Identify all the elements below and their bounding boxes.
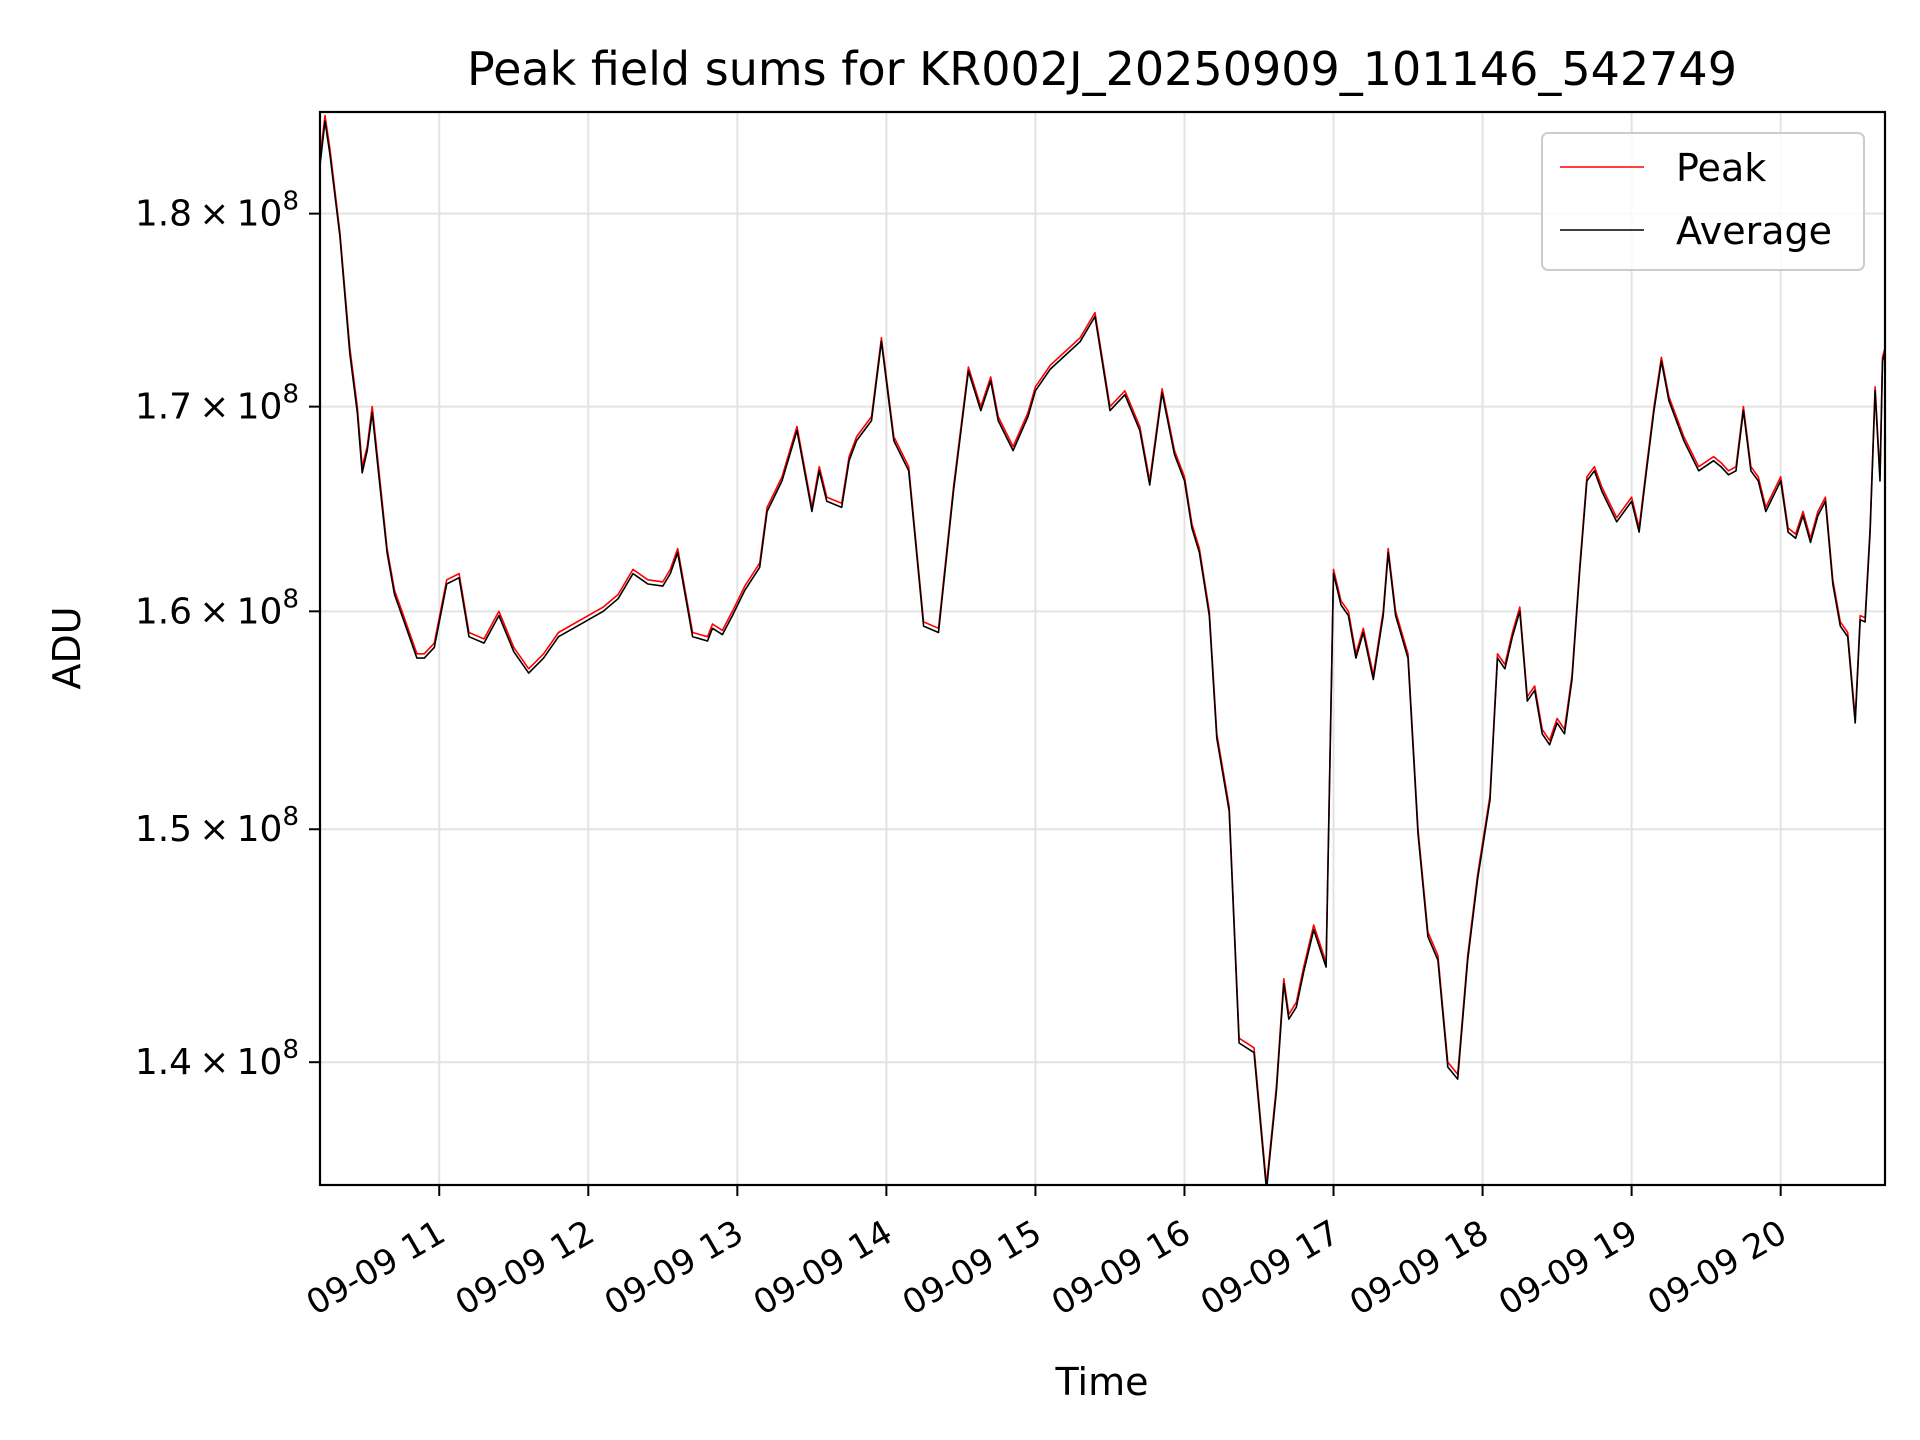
y-tick-label-mantissa: 1.4 <box>135 1042 192 1083</box>
y-tick-label-base: 10 <box>237 809 283 850</box>
series-layer <box>320 114 1885 1185</box>
y-tick-label-mantissa: 1.5 <box>135 809 192 850</box>
y-tick-label: 1.6 × 108 <box>135 584 299 632</box>
y-tick-label-exponent: 8 <box>282 380 299 410</box>
y-tick-label-times: × <box>192 809 237 850</box>
y-tick-label-exponent: 8 <box>282 187 299 217</box>
y-tick-label-times: × <box>192 387 237 428</box>
y-tick-label-mantissa: 1.7 <box>135 387 192 428</box>
y-tick-label-base: 10 <box>237 194 283 235</box>
legend: Peak Average <box>1541 132 1865 271</box>
y-tick-label-times: × <box>192 194 237 235</box>
series-line-average <box>320 120 1885 1185</box>
y-tick-label-base: 10 <box>237 387 283 428</box>
grid-layer <box>320 112 1885 1185</box>
y-tick-label-exponent: 8 <box>282 1035 299 1065</box>
y-tick-label: 1.5 × 108 <box>135 802 299 850</box>
y-tick-label-exponent: 8 <box>282 584 299 614</box>
y-tick-label: 1.4 × 108 <box>135 1035 299 1083</box>
y-tick-label-mantissa: 1.6 <box>135 591 192 632</box>
legend-label-average: Average <box>1676 209 1832 253</box>
y-tick-label-base: 10 <box>237 591 283 632</box>
y-tick-label: 1.7 × 108 <box>135 380 299 428</box>
x-axis-label: Time <box>1055 1360 1149 1404</box>
y-tick-label-times: × <box>192 591 237 632</box>
y-tick-label-base: 10 <box>237 1042 283 1083</box>
y-tick-label: 1.8 × 108 <box>135 187 299 235</box>
y-tick-label-exponent: 8 <box>282 802 299 832</box>
plot-area-frame <box>318 110 1887 1187</box>
y-tick-label-times: × <box>192 1042 237 1083</box>
y-axis-label: ADU <box>45 606 89 689</box>
legend-label-peak: Peak <box>1676 146 1766 190</box>
chart-title: Peak field sums for KR002J_20250909_1011… <box>467 42 1737 96</box>
y-tick-label-mantissa: 1.8 <box>135 194 192 235</box>
